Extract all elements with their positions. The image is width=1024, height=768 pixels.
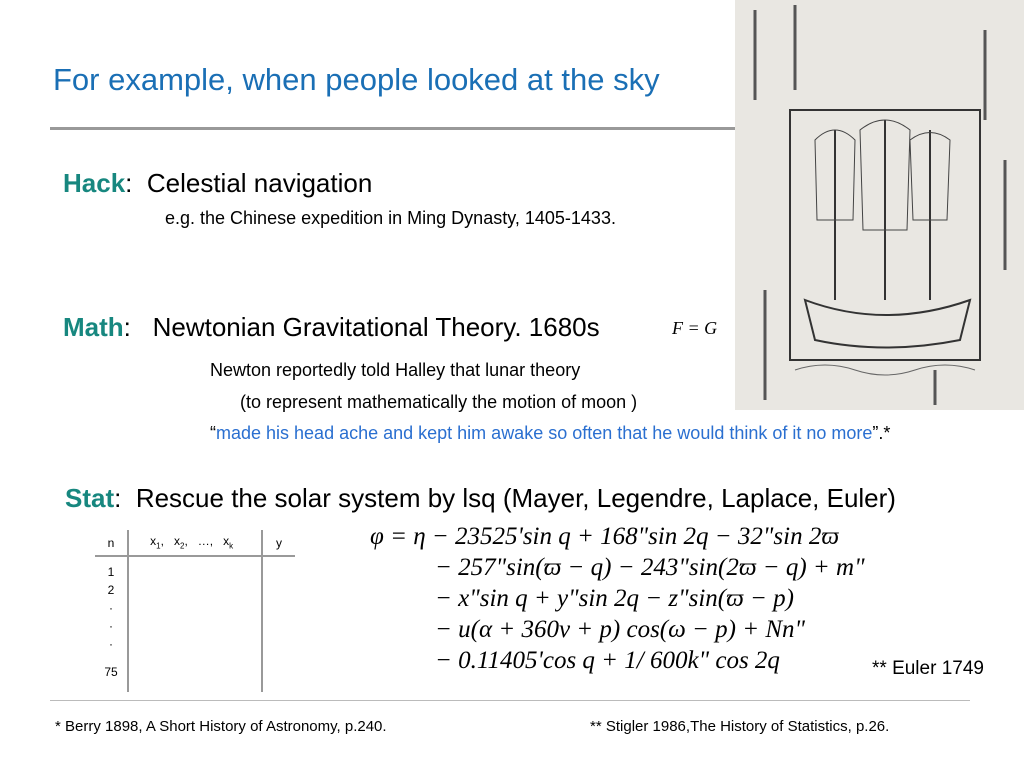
header-cell: n <box>95 530 129 556</box>
equation-line: − u(α + 360v + p) cos(ω − p) + Nn" <box>435 616 806 643</box>
header-cell: y <box>276 535 282 550</box>
colon: : <box>114 483 122 513</box>
x-sub: 2 <box>179 541 185 551</box>
colon: : <box>123 312 131 342</box>
illustration <box>735 0 1024 410</box>
quote-line: “made his head ache and kept him awake s… <box>210 423 890 444</box>
text: Celestial navigation <box>146 168 373 198</box>
label: Stat <box>65 483 115 513</box>
cell <box>262 556 295 692</box>
title: For example, when people looked at the s… <box>53 62 660 97</box>
x-sub: k <box>229 541 234 551</box>
row-label: 2 <box>107 583 115 597</box>
note: (to represent mathematically the motion … <box>240 392 638 412</box>
x-base: x <box>223 534 230 549</box>
label: Hack <box>63 168 126 198</box>
text: Newtonian Gravitational Theory. 1680s <box>152 312 600 342</box>
quote-mark: ”.* <box>872 423 891 443</box>
ship-drawing <box>753 5 1007 405</box>
x-sep: , <box>184 534 188 549</box>
row-label: · <box>109 601 113 615</box>
hack-line: Hack: Celestial navigation <box>63 168 372 199</box>
row-labels: 1 2 · · · 75 <box>95 556 129 692</box>
quote: made his head ache and kept him awake so… <box>216 423 873 443</box>
footnote: ** Stigler 1986,The History of Statistic… <box>590 718 890 735</box>
note: Newton reportedly told Halley that lunar… <box>210 360 581 380</box>
equation-line: − 257"sin(ϖ − q) − 243"sin(2ϖ − q) + m" <box>435 554 865 581</box>
row-label: 1 <box>107 565 115 579</box>
table-wrap: n x1, x2, …, xk y 1 2 · · · 75 <box>95 530 295 692</box>
data-table: n x1, x2, …, xk y 1 2 · · · 75 <box>95 530 295 692</box>
label: Math <box>63 312 124 342</box>
x-sub: 1 <box>156 541 161 551</box>
detail: e.g. the Chinese expedition in Ming Dyna… <box>165 208 616 228</box>
cell <box>128 556 263 692</box>
row-label: 75 <box>104 665 118 679</box>
euler-note: ** Euler 1749 <box>872 658 984 679</box>
rule <box>50 127 740 130</box>
row-label: · <box>109 637 113 651</box>
quote-mark: “ <box>210 423 216 443</box>
equation-line: φ = η − 23525'sin q + 168"sin 2q − 32"si… <box>370 523 839 550</box>
header-cell: x1, x2, …, xk <box>128 530 263 556</box>
footnote: * Berry 1898, A Short History of Astrono… <box>55 718 387 735</box>
colon: : <box>125 168 133 198</box>
x-base: …, <box>197 534 214 549</box>
x-base: x <box>173 534 180 549</box>
equation-line: − x"sin q + y"sin 2q − z"sin(ϖ − p) <box>435 585 794 612</box>
row-label: · <box>109 619 113 633</box>
stat-line: Stat: Rescue the solar system by lsq (Ma… <box>65 483 896 514</box>
formula: F = G <box>672 318 718 338</box>
text: Rescue the solar system by lsq (Mayer, L… <box>135 483 896 513</box>
x-base: x <box>150 534 157 549</box>
rule <box>50 700 970 701</box>
x-sep: , <box>160 534 164 549</box>
equation-line: − 0.11405'cos q + 1/ 600k" cos 2q <box>435 647 780 674</box>
math-line: Math: Newtonian Gravitational Theory. 16… <box>63 312 600 343</box>
